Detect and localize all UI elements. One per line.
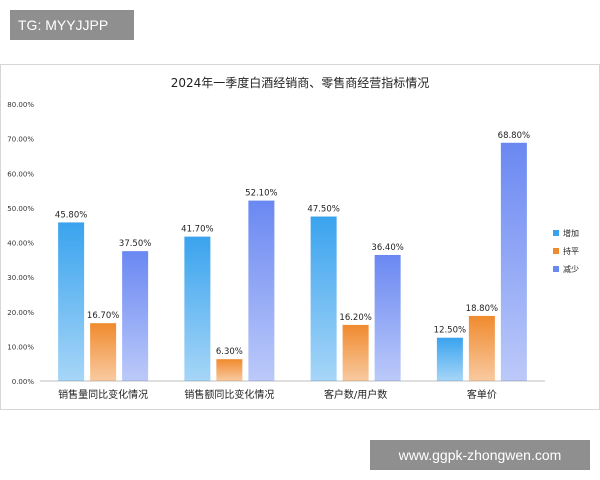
y-tick-label: 40.00%	[7, 240, 34, 248]
bar-3-2	[500, 142, 527, 381]
watermark-label: TG: MYYJJPP	[10, 10, 134, 40]
data-label: 52.10%	[245, 189, 277, 199]
bar-2-0	[310, 216, 337, 381]
legend-swatch	[553, 266, 559, 272]
y-tick-label: 20.00%	[7, 309, 34, 317]
data-label: 18.80%	[466, 304, 498, 314]
y-tick-label: 10.00%	[7, 343, 34, 351]
bar-1-1	[216, 359, 243, 381]
bar-1-2	[248, 200, 275, 381]
category-label: 销售额同比变化情况	[184, 388, 274, 401]
bar-3-1	[468, 315, 495, 381]
category-label: 销售量同比变化情况	[58, 388, 148, 401]
data-label: 16.70%	[87, 311, 119, 321]
bar-3-0	[436, 337, 463, 381]
legend-label: 增加	[563, 228, 579, 238]
legend-label: 减少	[563, 264, 579, 274]
data-label: 45.80%	[55, 210, 87, 220]
data-label: 6.30%	[216, 347, 243, 357]
category-label: 客户数/用户数	[324, 388, 387, 401]
bar-2-1	[342, 324, 369, 381]
legend-swatch	[553, 230, 559, 236]
data-label: 68.80%	[498, 131, 530, 141]
y-tick-label: 0.00%	[12, 378, 35, 386]
y-tick-label: 70.00%	[7, 136, 34, 144]
bar-0-1	[90, 323, 117, 381]
category-label: 客单价	[467, 388, 497, 401]
bar-0-2	[122, 251, 149, 381]
data-label: 36.40%	[371, 243, 403, 253]
data-label: 37.50%	[119, 239, 151, 249]
data-label: 16.20%	[339, 313, 371, 323]
data-label: 12.50%	[434, 326, 466, 336]
bar-0-0	[58, 222, 85, 381]
chart-title: 2024年一季度白酒经销商、零售商经营指标情况	[170, 76, 430, 90]
legend-swatch	[553, 248, 559, 254]
data-label: 47.50%	[307, 205, 339, 215]
y-tick-label: 50.00%	[7, 205, 34, 213]
y-tick-label: 80.00%	[7, 101, 34, 109]
bar-2-2	[374, 254, 401, 381]
legend-label: 持平	[563, 246, 579, 256]
y-tick-label: 60.00%	[7, 170, 34, 178]
site-url-label: www.ggpk-zhongwen.com	[370, 440, 590, 470]
data-label: 41.70%	[181, 225, 213, 235]
bar-1-0	[184, 236, 211, 381]
y-tick-label: 30.00%	[7, 274, 34, 282]
